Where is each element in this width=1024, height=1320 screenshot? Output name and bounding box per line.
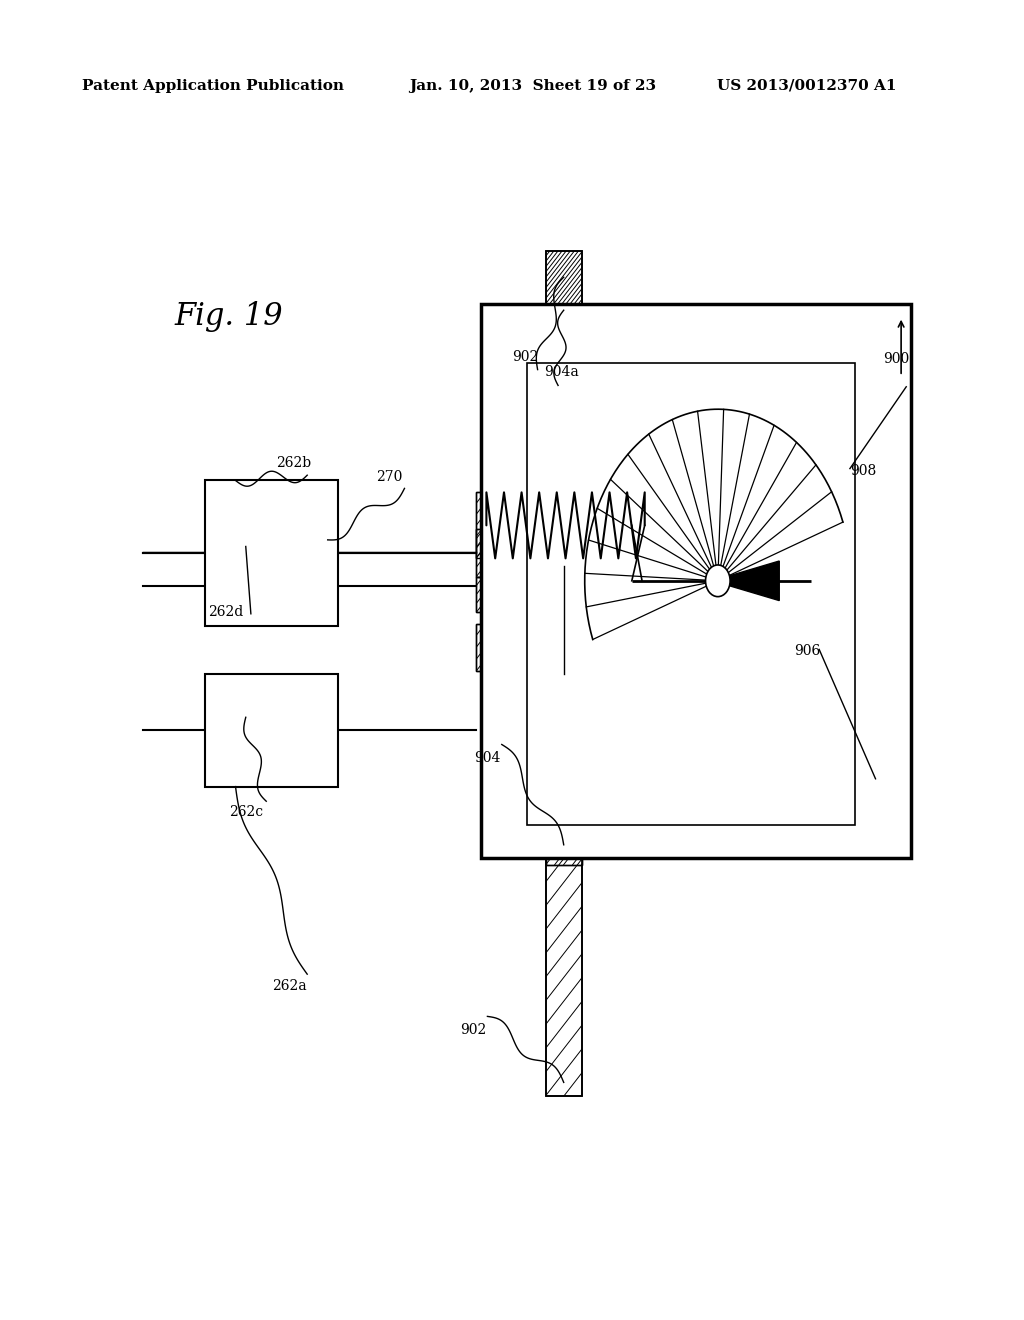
Text: 900: 900 [883,351,909,366]
Polygon shape [713,561,779,601]
Text: 262c: 262c [228,805,263,820]
Text: Jan. 10, 2013  Sheet 19 of 23: Jan. 10, 2013 Sheet 19 of 23 [410,79,656,92]
Text: 262d: 262d [208,606,243,619]
Text: 904a: 904a [544,364,579,379]
Bar [527,363,855,825]
Polygon shape [476,623,502,671]
Text: Patent Application Publication: Patent Application Publication [82,79,344,92]
Text: 902: 902 [460,1023,486,1038]
Text: 270: 270 [376,470,402,484]
Text: 262a: 262a [272,979,307,994]
Text: 262b: 262b [276,455,311,470]
Polygon shape [476,492,507,558]
Circle shape [706,565,730,597]
Polygon shape [546,858,582,1096]
Polygon shape [546,251,582,304]
Polygon shape [476,529,502,577]
Text: 902: 902 [512,350,539,364]
Text: Fig. 19: Fig. 19 [174,301,283,333]
Text: 906: 906 [794,644,820,657]
Polygon shape [476,577,502,612]
Text: US 2013/0012370 A1: US 2013/0012370 A1 [717,79,896,92]
Text: 904: 904 [474,751,501,766]
Polygon shape [546,825,582,865]
Bar [481,304,911,858]
Bar [205,675,338,787]
Text: 908: 908 [850,465,877,478]
Bar [205,480,338,626]
